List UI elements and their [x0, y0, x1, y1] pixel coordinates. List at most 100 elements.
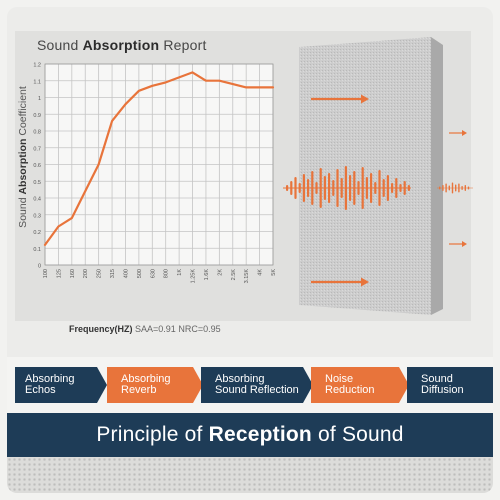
x-tick-label: 800: [164, 269, 170, 278]
x-tick-label: 2.5K: [231, 269, 237, 281]
reduced-wave-bar: [455, 184, 457, 192]
x-tick-label: 200: [83, 269, 89, 278]
step-line2: Reduction: [325, 384, 375, 396]
x-tick-label: 250: [97, 269, 103, 278]
banner-text-bold: Reception: [208, 423, 312, 446]
plot-border: [44, 63, 274, 266]
sound-wave-bar: [361, 167, 364, 209]
reduced-wave-bar: [458, 183, 460, 193]
step-line2: Echos: [25, 384, 56, 396]
x-tick-label: 1K: [177, 269, 183, 276]
sound-wave-bar: [328, 173, 331, 203]
absorption-chart: 0 0.1 0.2 0.3 0.4 0.5 0.6 0.7 0.8 0.9 1 1.1 1.2 100 12…: [33, 63, 277, 284]
sound-wave-bar: [290, 181, 293, 195]
incoming-arrow-top-head: [361, 94, 369, 104]
sound-wave-bar: [374, 182, 377, 194]
sound-wave-bar: [323, 176, 326, 200]
sound-wave-bar: [319, 168, 322, 208]
banner-text-pre: Principle of: [96, 423, 209, 446]
outgoing-arrow-bottom-head: [462, 241, 467, 247]
sound-wave-bar: [349, 175, 352, 201]
step-line1: Absorbing: [25, 372, 75, 385]
sound-wave-bar: [315, 182, 318, 194]
y-tick-label: 0: [38, 264, 41, 270]
banner-text-post: of Sound: [311, 423, 404, 446]
report-title: Sound Absorption Report: [37, 37, 207, 53]
sound-wave-bar: [340, 178, 343, 198]
step-line2: Reverb: [121, 384, 157, 396]
sound-wave-bar: [298, 183, 301, 193]
step-chip-text: Sound Diffusion: [421, 372, 464, 397]
x-tick-label: 315: [110, 269, 116, 278]
sound-wave-bar: [353, 171, 356, 205]
reduced-wave-bar: [442, 185, 444, 191]
sound-wave-bar: [332, 180, 335, 196]
reduced-wave-bar: [451, 182, 454, 194]
sound-wave-bar: [407, 185, 410, 191]
sound-wave-bar: [294, 177, 297, 199]
y-tick-label: 1.2: [33, 63, 41, 69]
y-tick-label: 0.6: [33, 163, 41, 169]
sound-wave-bar: [378, 170, 381, 206]
y-tick-label: 0.5: [33, 180, 41, 186]
x-tick-label: 100: [43, 269, 49, 278]
reduced-wave-bar: [439, 186, 441, 190]
report-title-pre: Sound: [37, 37, 83, 53]
report-title-post: Report: [159, 37, 207, 53]
sound-wave-bar: [336, 169, 339, 207]
y-tick-label: 0.8: [33, 130, 41, 136]
sound-wave-bar: [386, 175, 389, 201]
frequency-label: Frequency(HZ): [69, 324, 133, 334]
step-line1: Absorbing: [121, 372, 171, 385]
steps-row: Absorbing Echos Absorbing Reverb Absorbing So…: [15, 367, 493, 405]
y-tick-label: 0.1: [33, 247, 41, 253]
step-line2: Sound Reflection: [215, 384, 299, 396]
step-line1: Absorbing: [215, 372, 265, 385]
frequency-caption: Frequency(HZ) SAA=0.91 NRC=0.95: [69, 324, 221, 334]
x-tick-label: 1.6K: [204, 269, 210, 281]
nrc-value: NRC=0.95: [178, 324, 221, 334]
y-tick-label: 0.4: [33, 197, 41, 203]
reduced-wave-bar: [445, 183, 447, 193]
step-chip-text: Absorbing Sound Reflection: [215, 374, 299, 397]
acoustic-panel-face: [299, 37, 431, 315]
acoustic-panel-illustration: [283, 37, 473, 315]
outgoing-arrow-top-head: [462, 130, 467, 136]
y-tick-label: 0.7: [33, 146, 41, 152]
sound-wave-bar: [311, 171, 314, 205]
x-tick-label: 5K: [271, 269, 277, 276]
x-tick-label: 630: [150, 269, 156, 278]
step-chip-text: Absorbing Reverb: [121, 374, 171, 397]
x-tick-label: 4K: [258, 269, 264, 276]
sound-wave-bar: [391, 183, 394, 193]
sound-wave-bar: [365, 177, 368, 199]
acoustic-panel-side: [431, 37, 443, 315]
report-title-bold: Absorption: [82, 37, 160, 53]
y-tick-label: 0.2: [33, 230, 41, 236]
infographic-frame: Sound Absorption Report Sound Absorption…: [7, 7, 493, 493]
sound-wave-bar: [286, 185, 289, 191]
absorption-series-line: [43, 71, 275, 246]
sound-wave-bar: [344, 166, 347, 210]
dot-pattern-footer: [7, 457, 493, 493]
incoming-arrow-bottom-head: [361, 277, 369, 287]
step-line1: Noise: [325, 372, 354, 385]
step-chip: Sound Diffusion: [407, 367, 493, 403]
sound-wave-bar: [302, 174, 305, 202]
x-tick-label: 3.15K: [244, 269, 250, 284]
sound-wave-bar: [382, 179, 385, 197]
saa-value: SAA=0.91: [135, 324, 176, 334]
reduced-wave-bar: [448, 185, 450, 191]
step-chip: Absorbing Echos: [15, 367, 107, 403]
sound-wave-bar: [307, 179, 310, 197]
reduced-wave-bar: [461, 186, 463, 190]
x-tick-label: 500: [137, 269, 143, 278]
reduced-wave-bar: [464, 185, 466, 191]
step-line1: Sound: [421, 372, 453, 385]
sound-wave-bar: [399, 184, 402, 192]
sound-wave-bar: [357, 181, 360, 195]
x-tick-label: 2K: [217, 269, 223, 276]
y-tick-label: 1: [38, 96, 41, 102]
sound-wave-bar: [403, 181, 406, 195]
step-chip: Noise Reduction: [311, 367, 409, 403]
